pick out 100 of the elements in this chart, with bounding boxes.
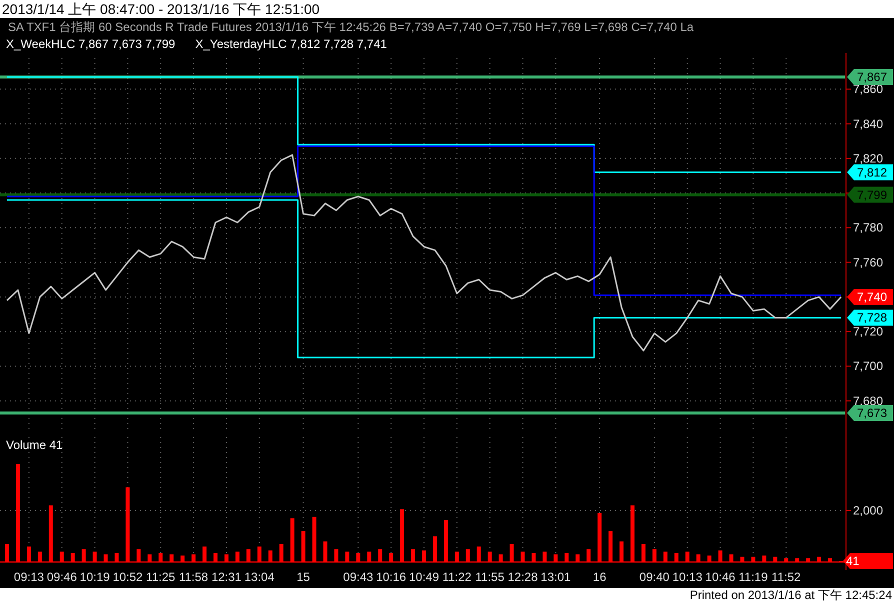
x-tick-label: 09:13 [14, 570, 44, 584]
y-tick-label: 7,680 [853, 394, 884, 408]
bar [586, 549, 591, 562]
bar [751, 556, 756, 562]
bar [148, 554, 152, 562]
bar [773, 556, 778, 562]
x-tick-label: 13:01 [540, 570, 572, 584]
bar [389, 552, 394, 562]
bar [16, 464, 20, 562]
bar [345, 552, 350, 562]
bar [214, 552, 218, 562]
x-tick-label: 11:25 [146, 570, 176, 584]
x-tick-label: 10:19 [80, 570, 110, 584]
bar [235, 552, 240, 562]
bar [170, 554, 174, 562]
bar [82, 549, 86, 562]
bar [740, 556, 744, 562]
bar [126, 487, 130, 562]
bar [257, 546, 262, 562]
bar [26, 546, 31, 562]
bar [180, 556, 185, 562]
bar [136, 549, 141, 562]
bar [400, 509, 404, 562]
y-tick-label: 7,840 [853, 116, 884, 131]
x-tick-label: 11:22 [442, 570, 472, 584]
bar [806, 558, 810, 562]
bar [674, 552, 678, 562]
y-tick-label: 7,780 [853, 220, 884, 235]
bar [367, 552, 372, 562]
bar [476, 546, 481, 562]
x-tick-label: 10:13 [672, 570, 703, 584]
ref-line-label: 7,799 [857, 188, 888, 202]
x-tick-label: 11:55 [475, 570, 505, 584]
x-tick-label: 09:46 [46, 570, 78, 584]
bar [784, 558, 788, 562]
bar [641, 544, 646, 562]
bar [48, 505, 53, 562]
bar [466, 549, 470, 562]
data-label: 7,812 [857, 165, 888, 180]
chart-subtitle: SA TXF1 台指期 60 Seconds R Trade Futures 2013/1/16 下午 12:45:26 B=7,739 A=7,740 O=7,750 H=7,769 L=7,698 C=7,740 La [8, 20, 694, 34]
bar [323, 541, 328, 562]
x-tick-label: 15 [296, 570, 310, 584]
data-label: 41 [846, 554, 860, 568]
bar [828, 558, 832, 562]
bar [192, 554, 196, 562]
bar [224, 554, 228, 562]
bar [663, 552, 668, 562]
chart-title: 2013/1/14 上午 08:47:00 - 2013/1/16 下午 12:51:00 [2, 1, 320, 17]
bar [290, 518, 294, 562]
data-label: 7,728 [857, 310, 888, 325]
bar [279, 544, 284, 562]
annotation: Volume 41 [6, 438, 64, 452]
x-tick-label: 16 [592, 570, 607, 584]
bar [498, 554, 503, 562]
x-tick-label: 11:52 [772, 570, 802, 584]
bar [422, 550, 426, 562]
bar [520, 552, 525, 562]
bar [707, 556, 712, 562]
bar [60, 552, 64, 562]
y-tick-label: 7,720 [853, 324, 884, 339]
x-tick-label: 09:43 [343, 570, 374, 584]
bar [444, 520, 448, 562]
bar [795, 558, 800, 562]
bar [576, 554, 580, 562]
bar [114, 552, 119, 562]
bar [696, 554, 700, 562]
y-tick-label: 7,700 [853, 359, 884, 374]
bar [268, 550, 272, 562]
bar [762, 556, 766, 562]
line-series [6, 154, 842, 352]
bar [542, 552, 547, 562]
ref-line-label: 7,673 [857, 406, 888, 420]
bar [817, 556, 822, 562]
x-tick-label: 10:52 [112, 570, 144, 584]
bar [554, 554, 558, 562]
bar [729, 554, 734, 562]
ref-line-label: 7,867 [857, 70, 888, 84]
bar [630, 505, 634, 562]
y-tick-label: 2,000 [853, 503, 884, 518]
text: X_WeekHLC 7,867 7,673 7,799 [6, 37, 176, 51]
x-tick-label: 11:19 [738, 570, 768, 584]
bar [92, 552, 97, 562]
bar [510, 544, 514, 562]
bar [488, 552, 492, 562]
bar [246, 549, 250, 562]
y-tick-label: 7,860 [853, 82, 884, 96]
bar [5, 544, 9, 562]
bar [598, 513, 602, 562]
bar [454, 552, 459, 562]
text: Printed on 2013/1/16 at 下午 12:45:24 [690, 588, 892, 602]
y-tick-label: 7,820 [853, 151, 884, 166]
data-label: 7,740 [857, 290, 888, 304]
x-tick-label: 09:40 [639, 570, 670, 584]
y-tick-label: 7,760 [853, 255, 884, 270]
bar [532, 552, 536, 562]
x-tick-label: 10:16 [376, 570, 406, 584]
bar [411, 549, 416, 562]
x-tick-label: 10:49 [408, 570, 440, 584]
bar [104, 554, 108, 562]
bar [334, 549, 338, 562]
